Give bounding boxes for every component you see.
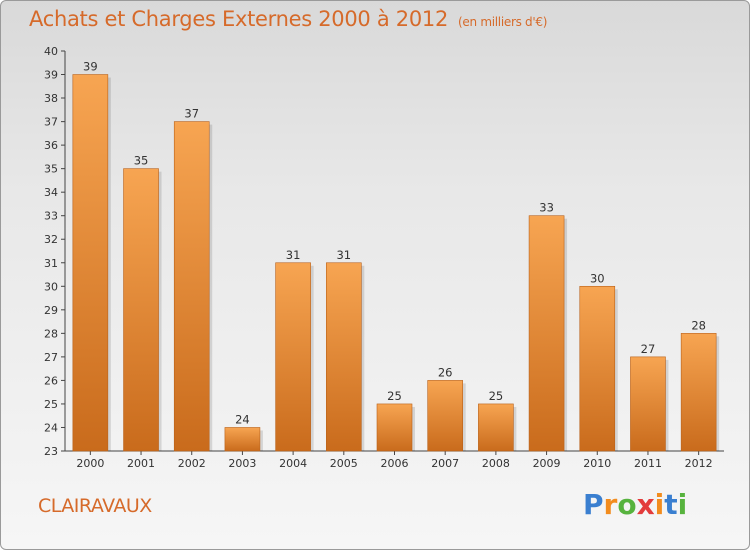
bar-value-label: 26: [438, 365, 453, 379]
y-tick-label: 36: [44, 139, 58, 152]
proxiti-logo: Proxiti: [583, 488, 687, 521]
bar: [680, 333, 717, 452]
y-tick-label: 26: [44, 374, 58, 387]
y-tick-label: 38: [44, 92, 58, 105]
y-tick-label: 25: [44, 398, 58, 411]
bar: [376, 403, 413, 452]
bar: [630, 356, 666, 452]
bar: [579, 285, 616, 452]
bar-value-label: 25: [387, 389, 402, 403]
bar: [478, 403, 514, 452]
bar: [427, 380, 463, 452]
bar-value-label: 25: [489, 389, 504, 403]
logo-letter: i: [677, 488, 688, 521]
y-tick-label: 31: [44, 257, 58, 270]
y-tick-label: 27: [44, 351, 58, 364]
bar: [173, 121, 210, 452]
x-tick-label: 2007: [431, 457, 459, 470]
bar: [123, 168, 159, 452]
logo-letter: t: [664, 488, 678, 521]
chart-bars: [72, 74, 720, 452]
y-tick-label: 39: [44, 69, 58, 82]
y-tick-label: 35: [44, 163, 58, 176]
chart-title-text: Achats et Charges Externes 2000 à 2012: [29, 7, 449, 31]
bar-value-label: 28: [691, 318, 706, 332]
bar-value-label: 31: [336, 248, 351, 262]
x-tick-label: 2006: [381, 457, 409, 470]
chart-labels: 2000 39 2001 35 2002 37 2003 24 2004 31 2005 31 2006…: [76, 60, 712, 470]
bar-value-label: 39: [83, 60, 98, 74]
logo-letter: P: [583, 488, 604, 521]
bar-value-label: 37: [184, 107, 199, 121]
y-tick-label: 24: [44, 421, 58, 434]
logo-letter: x: [636, 488, 655, 521]
y-tick-label: 34: [44, 186, 58, 199]
bar-value-label: 35: [134, 154, 149, 168]
bar-value-label: 30: [590, 271, 605, 285]
logo-letter: r: [603, 488, 618, 521]
x-tick-label: 2001: [127, 457, 155, 470]
bar: [326, 262, 362, 452]
x-tick-label: 2012: [685, 457, 713, 470]
y-tick-label: 28: [44, 327, 58, 340]
y-tick-label: 32: [44, 233, 58, 246]
bar-value-label: 31: [286, 248, 301, 262]
x-tick-label: 2003: [228, 457, 256, 470]
bar: [275, 262, 311, 452]
bar: [528, 215, 565, 452]
bar-value-label: 33: [539, 201, 554, 215]
y-tick-label: 29: [44, 304, 58, 317]
chart-unit: (en milliers d'€): [458, 15, 548, 29]
y-tick-label: 40: [44, 45, 58, 58]
logo-letter: i: [654, 488, 665, 521]
bar-value-label: 24: [235, 412, 250, 426]
x-tick-label: 2008: [482, 457, 510, 470]
chart-title: Achats et Charges Externes 2000 à 2012 (e…: [29, 7, 547, 31]
logo-letter: o: [617, 488, 637, 521]
y-tick-label: 37: [44, 116, 58, 129]
x-tick-label: 2002: [178, 457, 206, 470]
x-tick-label: 2009: [533, 457, 561, 470]
chart-axes: 23 24 25 26 27 28 29 30 31 32 33 34 35 36 37 38 39 40: [44, 45, 724, 458]
y-tick-label: 30: [44, 280, 58, 293]
x-tick-label: 2000: [76, 457, 104, 470]
bar: [224, 427, 261, 452]
y-tick-label: 33: [44, 210, 58, 223]
x-tick-label: 2005: [330, 457, 358, 470]
bar: [72, 74, 109, 452]
y-tick-label: 23: [44, 445, 58, 458]
x-tick-label: 2011: [634, 457, 662, 470]
x-tick-label: 2010: [583, 457, 611, 470]
commune-name: CLAIRAVAUX: [38, 495, 152, 517]
x-tick-label: 2004: [279, 457, 307, 470]
bar-value-label: 27: [641, 342, 656, 356]
